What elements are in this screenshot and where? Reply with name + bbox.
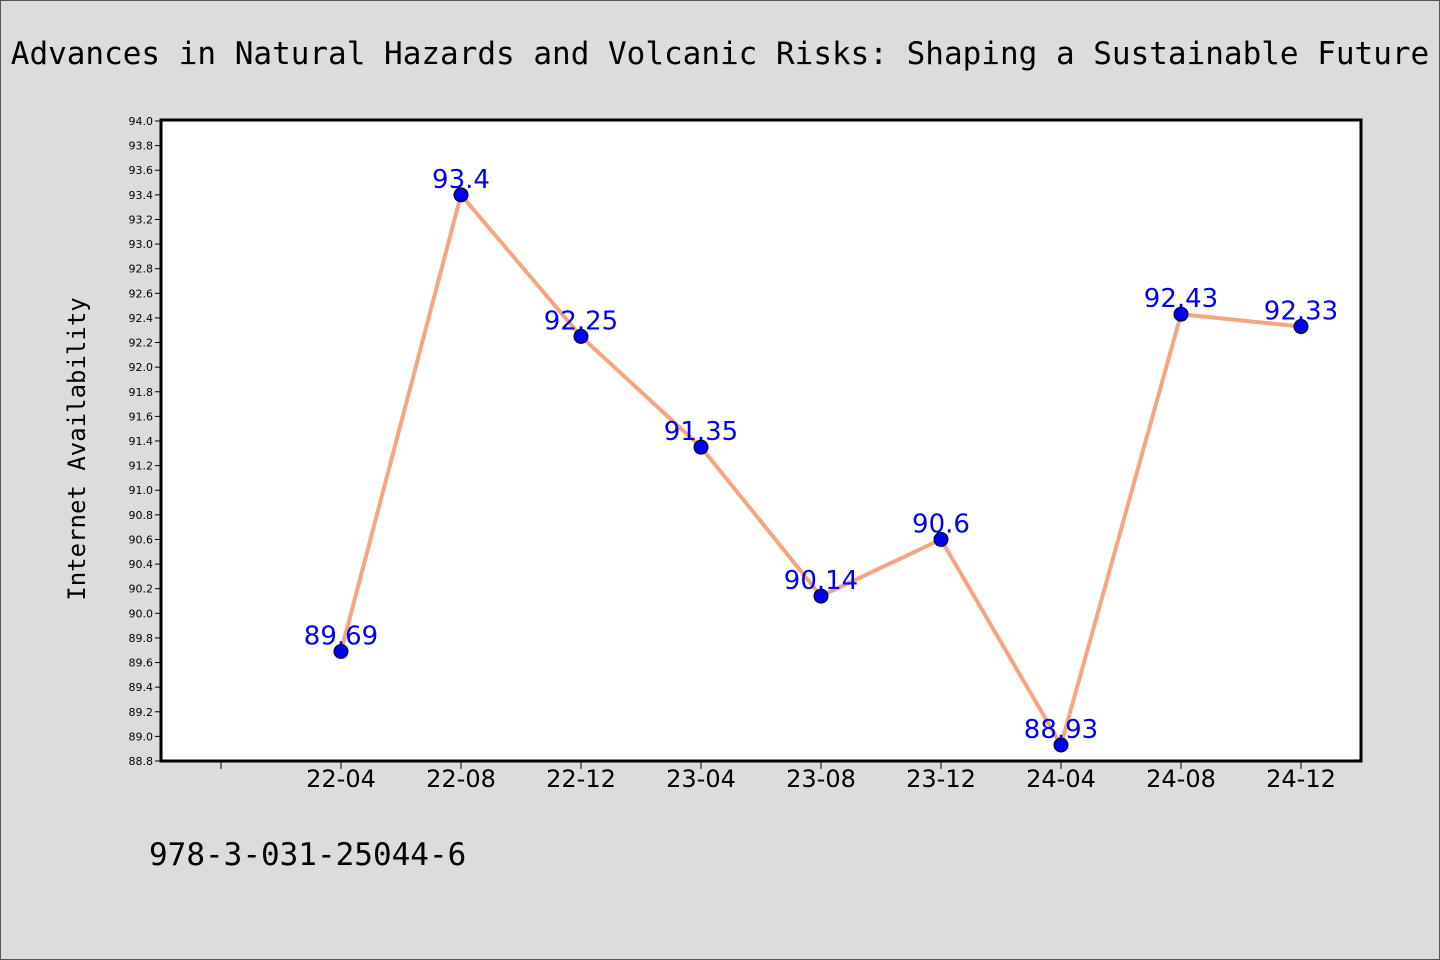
isbn-text: 978-3-031-25044-6 — [149, 837, 466, 873]
y-tick-label: 92.6 — [129, 287, 154, 300]
data-label: 89.69 — [304, 621, 378, 651]
x-axis-ticks: 22-04 22-08 22-12 23-04 23-08 23-12 24-04 24-08… — [220, 761, 1336, 793]
y-tick-label: 92.2 — [129, 337, 154, 350]
y-tick-label: 94.0 — [129, 115, 154, 128]
data-label: 91.35 — [664, 417, 738, 447]
data-point — [813, 588, 829, 604]
x-tick-label: 22-12 — [546, 765, 616, 793]
data-point — [1173, 306, 1189, 322]
y-tick-label: 89.8 — [129, 632, 154, 645]
y-tick-label: 92.0 — [129, 361, 154, 374]
y-tick-label: 93.4 — [129, 189, 154, 202]
y-tick-label: 93.8 — [129, 140, 154, 153]
data-label: 93.4 — [432, 165, 490, 195]
data-label: 88.93 — [1024, 715, 1098, 745]
x-tick-label: 24-12 — [1266, 765, 1336, 793]
y-tick-label: 89.4 — [129, 681, 154, 694]
data-label: 90.6 — [912, 509, 970, 539]
y-tick-label: 91.2 — [129, 460, 154, 473]
y-tick-label: 90.2 — [129, 583, 154, 596]
data-point — [1293, 319, 1309, 335]
y-tick-label: 89.6 — [129, 657, 154, 670]
y-tick-label: 91.6 — [129, 410, 154, 423]
x-tick-label: 23-08 — [786, 765, 856, 793]
series-layer — [333, 187, 1309, 753]
y-tick-label: 88.8 — [129, 755, 154, 768]
data-label: 90.14 — [784, 566, 858, 596]
y-tick-label: 91.8 — [129, 386, 154, 399]
x-tick-label: 22-08 — [426, 765, 496, 793]
data-label: 92.33 — [1264, 297, 1338, 327]
data-label: 92.43 — [1144, 284, 1218, 314]
data-point — [693, 439, 709, 455]
data-point — [573, 328, 589, 344]
y-axis-label: Internet Availability — [63, 297, 91, 600]
y-tick-label: 91.4 — [129, 435, 154, 448]
y-tick-label: 90.0 — [129, 607, 154, 620]
y-tick-label: 90.6 — [129, 533, 154, 546]
data-labels: 89.69 93.4 92.25 91.35 90.14 90.6 88.93 92.43 92… — [304, 165, 1338, 745]
data-point — [1053, 737, 1069, 753]
x-tick-label: 24-08 — [1146, 765, 1216, 793]
plot-frame — [159, 118, 1363, 763]
x-tick-label: 24-04 — [1026, 765, 1096, 793]
data-label: 92.25 — [544, 306, 618, 336]
x-tick-label: 23-12 — [906, 765, 976, 793]
y-tick-label: 89.2 — [129, 706, 154, 719]
x-tick-label: 23-04 — [666, 765, 736, 793]
y-tick-label: 91.0 — [129, 484, 154, 497]
data-point — [333, 643, 349, 659]
chart-title: Advances in Natural Hazards and Volcanic… — [11, 36, 1429, 72]
x-tick-label: 22-04 — [306, 765, 376, 793]
y-tick-label: 92.4 — [129, 312, 154, 325]
y-axis-ticks: 88.8 89.0 89.2 89.4 89.6 89.8 90.0 90.2 90.4 90.6… — [129, 115, 161, 768]
data-point — [453, 187, 469, 203]
y-tick-label: 90.4 — [129, 558, 154, 571]
data-point — [933, 531, 949, 547]
y-tick-label: 93.0 — [129, 238, 154, 251]
plot-area — [161, 120, 1361, 761]
y-tick-label: 89.0 — [129, 730, 154, 743]
y-tick-label: 93.2 — [129, 213, 154, 226]
y-tick-label: 93.6 — [129, 164, 154, 177]
y-tick-label: 92.8 — [129, 263, 154, 276]
y-tick-label: 90.8 — [129, 509, 154, 522]
